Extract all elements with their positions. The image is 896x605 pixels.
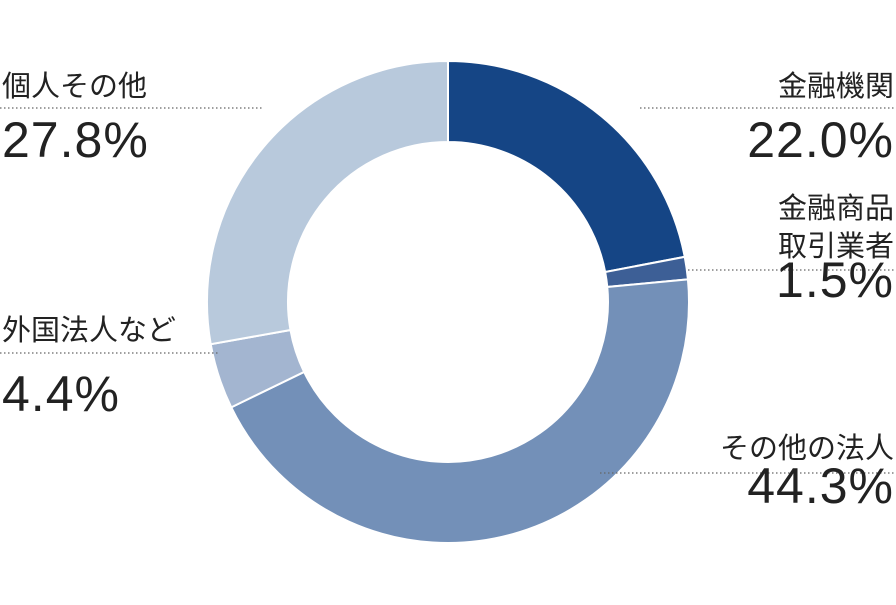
donut-segment bbox=[229, 278, 690, 544]
donut-segment bbox=[206, 59, 449, 346]
value-label: 44.3% bbox=[747, 458, 894, 514]
category-label: 個人その他 bbox=[2, 71, 148, 103]
category-label: 外国法人など bbox=[2, 315, 177, 347]
value-label: 22.0% bbox=[747, 112, 894, 168]
category-label: 金融機関 bbox=[777, 71, 894, 103]
value-label: 4.4% bbox=[2, 366, 120, 422]
donut-segment bbox=[447, 59, 686, 274]
value-label: 1.5% bbox=[776, 252, 894, 308]
category-label: その他の法人 bbox=[719, 433, 894, 465]
value-label: 27.8% bbox=[2, 112, 149, 168]
category-label: 金融商品 取引業者 bbox=[777, 193, 894, 263]
